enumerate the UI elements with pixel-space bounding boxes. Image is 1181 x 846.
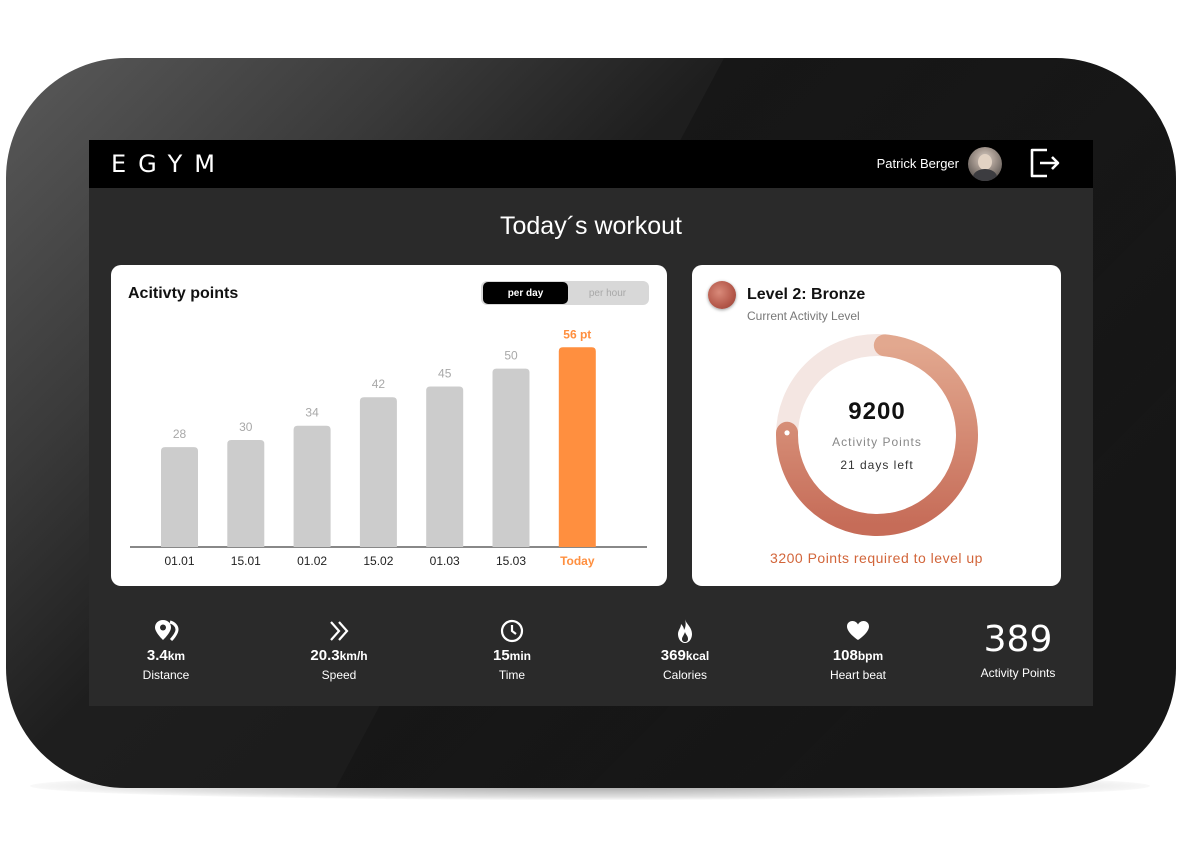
stat-time: 15min Time: [442, 618, 582, 682]
level-card: Level 2: Bronze Current Activity Level 9…: [692, 265, 1061, 586]
activity-bar-chart: 28 01.01 30 15.01 34 01.02 42 15.02 45 01.03 50 15.…: [130, 327, 647, 568]
stat-heart-beat: 108bpm Heart beat: [788, 618, 928, 682]
ring-days-left: 21 days left: [840, 458, 914, 472]
page-title: Today´s workout: [499, 212, 683, 240]
heart-icon: [847, 621, 869, 640]
chart-bar[interactable]: [227, 440, 265, 547]
chart-data-label: 45: [438, 367, 452, 381]
app-screen: EGYM Patrick Berger Today´s workout Acit…: [89, 140, 1093, 706]
clock-icon: [500, 619, 524, 643]
top-bar: EGYM Patrick Berger: [89, 140, 1093, 188]
ring-progress-marker: [784, 430, 790, 436]
level-badge-icon: [708, 281, 736, 309]
chart-bar[interactable]: [359, 397, 397, 547]
user-name[interactable]: Patrick Berger: [876, 156, 959, 171]
level-subtitle: Current Activity Level: [747, 309, 860, 323]
ring-progress-arc: [776, 334, 978, 536]
heart-unit: bpm: [857, 649, 884, 663]
stat-speed: 20.3km/h Speed: [269, 618, 409, 682]
ring-points-label: Activity Points: [832, 435, 922, 449]
chart-data-label: 28: [173, 427, 187, 441]
time-label: Time: [498, 668, 526, 682]
chart-category-label: 15.03: [496, 554, 526, 568]
speed-label: Speed: [321, 668, 357, 682]
stat-activity-points: 389 Activity Points: [948, 618, 1088, 681]
chart-data-label: 56 pt: [563, 327, 591, 341]
chart-category-label: 01.01: [164, 554, 194, 568]
ring-points-value: 9200: [848, 398, 906, 425]
level-progress-ring: [776, 334, 978, 536]
chart-bar[interactable]: [558, 347, 596, 547]
activity-points-total: 389: [983, 619, 1053, 660]
chart-data-label: 34: [305, 406, 319, 420]
calories-label: Calories: [662, 668, 707, 682]
flame-icon: [678, 619, 692, 643]
chart-data-label: 50: [504, 349, 518, 363]
avatar-face: [978, 154, 992, 170]
avatar[interactable]: [968, 147, 1002, 181]
level-up-text: 3200 Points required to level up: [770, 550, 983, 566]
toggle-per-hour[interactable]: per hour: [568, 282, 647, 304]
heart-label: Heart beat: [829, 668, 887, 682]
distance-value: 3.4: [146, 647, 168, 664]
activity-points-card: Acitivty points per day per hour 28 01.01…: [111, 265, 667, 586]
chart-bar[interactable]: [293, 425, 331, 547]
chart-category-label: 15.01: [231, 554, 261, 568]
time-value: 15: [492, 647, 510, 664]
chart-bar[interactable]: [492, 368, 530, 547]
avatar-body: [973, 169, 997, 181]
level-title: Level 2: Bronze: [747, 286, 866, 303]
calories-unit: kcal: [685, 649, 710, 663]
activity-points-title: Acitivty points: [128, 285, 239, 302]
activity-points-label: Activity Points: [980, 666, 1056, 680]
chart-data-label: 42: [372, 377, 386, 391]
speed-value: 20.3: [310, 647, 340, 664]
distance-label: Distance: [142, 668, 190, 682]
stat-calories: 369kcal Calories: [615, 618, 755, 682]
distance-unit: km: [167, 649, 186, 663]
chart-category-label: 15.02: [363, 554, 393, 568]
logout-icon[interactable]: [1027, 146, 1061, 180]
speed-unit: km/h: [339, 649, 368, 663]
time-unit: min: [509, 649, 532, 663]
stat-distance: 3.4km Distance: [96, 618, 236, 682]
toggle-per-day[interactable]: per day: [483, 282, 568, 304]
chart-bar[interactable]: [161, 447, 198, 547]
workout-stats: 3.4km Distance 20.3km/h Speed 15min Time: [89, 618, 1093, 698]
egym-logo: EGYM: [111, 150, 227, 178]
chart-category-label: Today: [560, 554, 595, 568]
chart-category-label: 01.02: [297, 554, 327, 568]
location-pin-icon: [155, 620, 179, 642]
period-toggle: per day per hour: [481, 281, 649, 305]
chart-data-label: 30: [239, 420, 253, 434]
chart-category-label: 01.03: [430, 554, 460, 568]
double-chevron-right-icon: [330, 621, 349, 641]
calories-value: 369: [660, 647, 686, 664]
chart-bar[interactable]: [426, 386, 464, 548]
heart-value: 108: [832, 647, 858, 664]
